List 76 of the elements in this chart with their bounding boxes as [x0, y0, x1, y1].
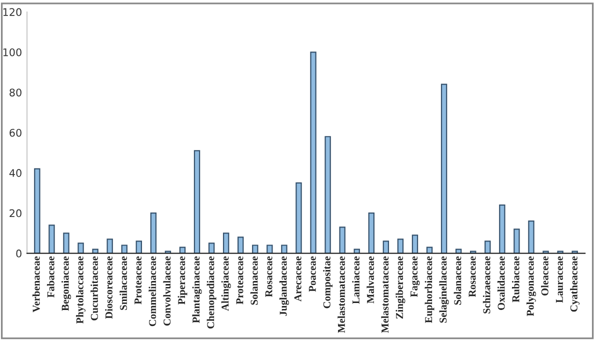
- y-tick-label: 40: [9, 169, 22, 177]
- x-tick-label: Rubiaceae: [512, 256, 520, 302]
- x-tick-label: Melastomataceae: [338, 256, 345, 333]
- x-tick-label: Begoniaceae: [61, 256, 71, 311]
- bar: [528, 220, 534, 254]
- x-tick-label: Rosaceae: [468, 256, 476, 297]
- x-tick-label: Proteaceae: [236, 256, 244, 304]
- bar: [194, 150, 200, 254]
- x-tick-label: Smilacaceae: [120, 256, 127, 310]
- x-tick-label: Proteaceae: [134, 256, 142, 304]
- x-tick-label: Lamiaceae: [352, 256, 360, 304]
- bar: [106, 238, 113, 254]
- bar: [382, 240, 390, 254]
- x-tick-label: Malvaceae: [366, 256, 374, 304]
- bar: [324, 136, 331, 254]
- bar: [78, 242, 84, 254]
- bar: [281, 244, 288, 254]
- x-tick-label: Plantaginaceae: [192, 256, 202, 324]
- x-tick-label: Solanaceae: [454, 256, 462, 305]
- bar: [252, 244, 258, 254]
- bar: [296, 182, 302, 254]
- x-tick-label: Selaginellaceae: [439, 256, 449, 323]
- bar: [514, 228, 520, 254]
- bar: [63, 232, 70, 254]
- x-tick-label: Cucurbitaceae: [90, 256, 98, 320]
- x-tick-label: Polygonaceae: [526, 256, 536, 316]
- y-tick-label: 100: [3, 48, 22, 56]
- x-tick-label: Fagaceae: [410, 256, 420, 297]
- bar: [222, 232, 230, 254]
- bar: [136, 240, 142, 254]
- x-tick-label: Oleaceae: [541, 256, 548, 296]
- x-tick-label: Altingiaceae: [221, 256, 231, 311]
- x-tick-label: Chenopodiaceae: [206, 256, 216, 328]
- x-tick-label: Dioscoreaceae: [105, 256, 112, 319]
- bar: [34, 168, 40, 254]
- x-tick-label: Zingiberaceae: [396, 256, 406, 319]
- x-tick-label: Solanaceae: [250, 256, 258, 305]
- x-tick-label: Compositae: [323, 256, 333, 308]
- bar: [208, 242, 215, 254]
- x-tick-label: Oxalidaceae: [497, 256, 505, 310]
- x-tick-label: Juglandaceae: [279, 256, 289, 316]
- x-tick-label: Phytolaccaceae: [76, 256, 86, 324]
- x-tick-label: Verbenaceae: [32, 256, 40, 312]
- y-tick-label: 60: [10, 128, 22, 137]
- x-tick-label: Euphorbiaceae: [424, 256, 434, 324]
- x-tick-label: Rosaceae: [265, 256, 272, 297]
- x-tick-label: Lauraceae: [556, 256, 563, 303]
- x-tick-label: Piperaceae: [178, 256, 188, 304]
- bar: [484, 240, 491, 254]
- x-tick-label: Fabaceae: [46, 256, 54, 298]
- x-tick-label: Cyatheaceae: [570, 256, 580, 312]
- y-tick-label: 120: [3, 8, 22, 16]
- bar: [339, 226, 346, 254]
- bar: [150, 212, 157, 254]
- y-tick-label: 20: [10, 209, 22, 218]
- bar: [121, 244, 128, 254]
- bar: [179, 246, 186, 254]
- bar: [266, 244, 273, 254]
- x-tick-label: Arecaceae: [294, 256, 302, 302]
- x-tick-label: Poaceae: [308, 256, 316, 292]
- bar: [397, 238, 404, 254]
- x-tick-label: Convolvulaceae: [163, 256, 171, 326]
- bar: [310, 52, 316, 254]
- x-tick-label: Commelinaceae: [148, 256, 156, 326]
- y-tick-label: 80: [10, 88, 22, 96]
- x-tick-label: Melastomataceae: [381, 256, 389, 333]
- bar: [426, 246, 433, 254]
- bar: [440, 84, 448, 254]
- bar: [238, 236, 244, 254]
- bar: [48, 224, 55, 254]
- bar: [92, 248, 98, 254]
- y-tick-label: 0: [16, 250, 22, 258]
- bar: [368, 212, 374, 254]
- bar: [499, 204, 506, 254]
- x-tick-label: Schizaeaceae: [482, 256, 490, 314]
- bar: [412, 234, 418, 254]
